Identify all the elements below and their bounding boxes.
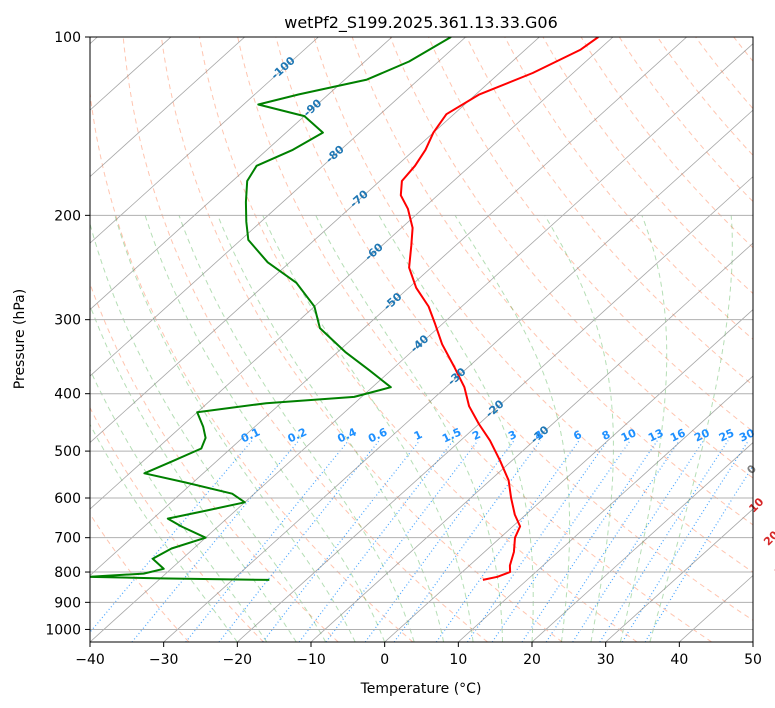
mixing-ratio-line (262, 440, 421, 642)
skewed-isotherm (237, 176, 753, 642)
moist-adiabat (90, 368, 268, 642)
temperature-profile (399, 37, 599, 581)
wet-bulb-label: 30 (772, 558, 775, 578)
skewed-isotherm (90, 37, 319, 244)
y-tick-label: 900 (54, 595, 81, 611)
skewed-isotherm (90, 43, 753, 642)
y-tick-label: 700 (54, 531, 81, 547)
skewed-isotherm (90, 37, 687, 577)
dry-adiabat (90, 282, 339, 642)
skewed-isotherm (90, 37, 245, 178)
dry-adiabat (199, 37, 638, 642)
y-tick-label: 100 (54, 30, 81, 46)
skewed-isotherm (458, 375, 753, 642)
grid (90, 37, 753, 642)
chart-title: wetPf2_S199.2025.361.13.33.G06 (284, 13, 558, 33)
mixing-ratio-label: 20 (692, 426, 712, 444)
mixing-ratio-line (218, 440, 380, 642)
dry-adiabat (237, 37, 712, 642)
axis-ticks: −40 −30 −20 −10 0 10 20 30 40 50 100 200 300 400 500 60… (45, 30, 762, 668)
mixing-ratio-label: 25 (717, 426, 736, 444)
skewed-isotherm (163, 109, 753, 642)
moist-adiabat (178, 215, 415, 642)
dry-adiabat (122, 37, 488, 642)
mixing-ratio-line (185, 440, 349, 642)
dry-adiabat (313, 37, 753, 573)
mixing-ratio-line (644, 464, 753, 642)
x-tick-label: 0 (380, 652, 389, 668)
dry-adiabat (160, 37, 563, 642)
moist-adiabat (454, 215, 571, 642)
moist-adiabat (619, 215, 668, 642)
moist-adiabat (378, 215, 534, 642)
dry-adiabat (275, 37, 753, 621)
moist-adiabat (315, 215, 503, 642)
x-tick-label: −10 (296, 652, 326, 668)
x-tick-label: −30 (149, 652, 179, 668)
moist-adiabat (90, 304, 297, 642)
dry-adiabat (351, 37, 753, 526)
mixing-ratio-label: 10 (619, 426, 639, 444)
moist-adiabat (649, 215, 733, 642)
plot-area (90, 37, 753, 642)
series-layer (90, 37, 599, 581)
y-tick-label: 1000 (45, 622, 81, 638)
dry-adiabat (90, 513, 190, 642)
y-tick-label: 500 (54, 444, 81, 460)
mixing-ratio-label: 13 (646, 426, 665, 444)
y-tick-label: 600 (54, 491, 81, 507)
dry-adiabat (90, 89, 414, 642)
y-tick-label: 800 (54, 565, 81, 581)
mixing-ratio-line (298, 440, 454, 642)
mixing-ratio-line (393, 440, 541, 642)
mixing-ratio-line (131, 440, 300, 642)
x-axis-label: Temperature (°C) (360, 681, 482, 697)
moist-adiabat (262, 215, 474, 642)
mixing-ratio-line (491, 440, 631, 642)
y-tick-label: 400 (54, 387, 81, 403)
skewed-isotherm (90, 37, 466, 377)
mixing-ratio-line (435, 440, 580, 642)
x-tick-label: −20 (223, 652, 253, 668)
moist-adiabat (544, 215, 614, 642)
skewed-isotherm (310, 242, 753, 642)
moist-adiabat (114, 215, 356, 642)
skewed-isotherm (605, 508, 753, 642)
x-tick-label: 20 (523, 652, 541, 668)
mixing-ratio-label: 16 (668, 426, 688, 444)
skewed-isotherm (90, 37, 614, 510)
skewed-isotherm (384, 309, 753, 642)
x-tick-label: 30 (597, 652, 615, 668)
mixing-ratio-label: 30 (737, 426, 757, 444)
dry-adiabat (389, 37, 753, 479)
x-tick-label: 40 (670, 652, 688, 668)
dewpoint-profile (90, 37, 452, 581)
mixing-ratio-line (572, 440, 704, 642)
y-tick-label: 300 (54, 313, 81, 329)
moist-adiabat (144, 215, 386, 642)
plot-frame (89, 36, 754, 643)
x-tick-label: 50 (744, 652, 762, 668)
x-tick-label: 10 (449, 652, 467, 668)
mixing-ratio-line (599, 440, 729, 642)
skewed-isotherm (90, 37, 540, 444)
skewed-isotherm (531, 442, 753, 642)
moist-adiabat (217, 215, 445, 642)
moist-adiabat (90, 221, 327, 642)
skewed-isotherm (90, 37, 393, 311)
y-tick-label: 200 (54, 208, 81, 224)
dry-adiabat (466, 37, 753, 386)
y-axis-label: Pressure (hPa) (12, 289, 28, 389)
background-lines (90, 37, 753, 642)
x-tick-label: −40 (75, 652, 105, 668)
moist-adiabat (90, 423, 238, 642)
